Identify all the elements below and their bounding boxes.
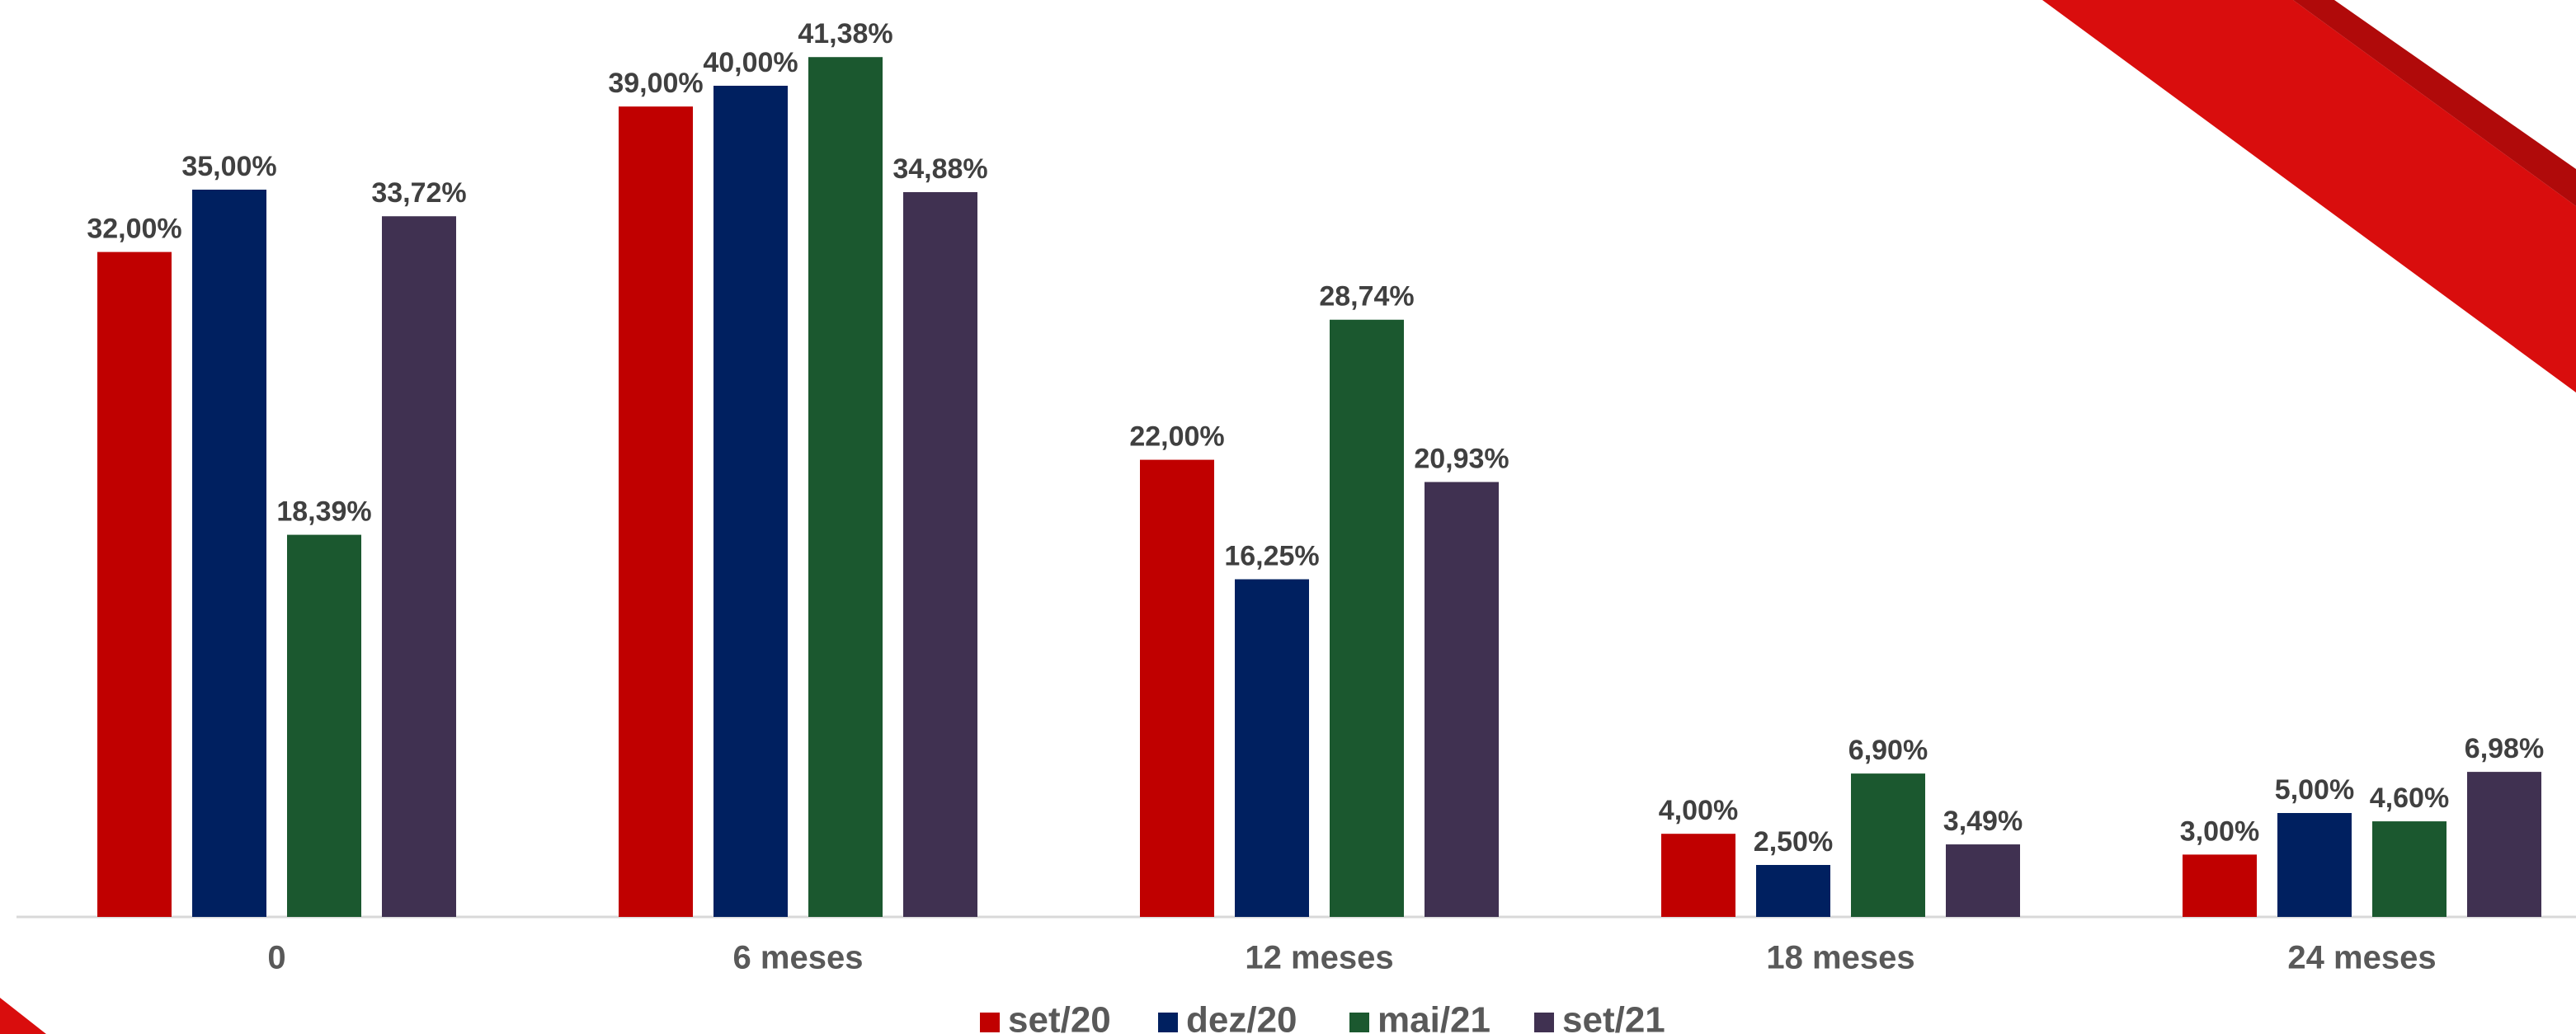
bar xyxy=(1235,579,1309,917)
value-label: 22,00% xyxy=(1129,421,1224,453)
legend-label: dez/20 xyxy=(1186,1000,1297,1034)
legend-label: set/21 xyxy=(1562,1000,1665,1034)
x-tick-label: 6 meses xyxy=(733,940,864,976)
value-label: 33,72% xyxy=(371,177,466,209)
bar xyxy=(1756,865,1830,917)
value-label: 2,50% xyxy=(1754,826,1833,858)
bar xyxy=(287,534,361,917)
bar xyxy=(2183,854,2257,917)
value-label: 3,00% xyxy=(2180,815,2259,847)
decor-ribbon-edge xyxy=(2293,0,2576,206)
x-tick-label: 24 meses xyxy=(2287,940,2436,976)
legend-label: set/20 xyxy=(1008,1000,1111,1034)
bar xyxy=(192,190,266,917)
bar xyxy=(1425,482,1499,917)
value-label: 18,39% xyxy=(276,496,371,528)
value-label: 4,60% xyxy=(2370,783,2449,814)
value-label: 6,98% xyxy=(2465,733,2544,764)
bar xyxy=(2277,813,2352,917)
bar xyxy=(1140,459,1214,917)
bar xyxy=(1661,834,1735,917)
decor-ribbon xyxy=(2042,0,2576,392)
bar xyxy=(1851,773,1925,917)
bar xyxy=(382,216,456,918)
value-label: 5,00% xyxy=(2275,774,2354,806)
legend-swatch xyxy=(1158,1013,1178,1032)
decor-corner xyxy=(0,998,46,1034)
value-label: 35,00% xyxy=(181,151,276,182)
value-label: 28,74% xyxy=(1319,281,1414,313)
legend-swatch xyxy=(1534,1013,1554,1032)
bar xyxy=(619,106,693,917)
bar xyxy=(2467,772,2541,917)
bar xyxy=(1330,319,1404,917)
x-tick-label: 12 meses xyxy=(1245,940,1393,976)
value-label: 6,90% xyxy=(1848,735,1928,766)
x-tick-label: 0 xyxy=(267,940,285,976)
bar xyxy=(97,251,172,918)
value-label: 4,00% xyxy=(1659,795,1738,826)
legend-label: mai/21 xyxy=(1377,1000,1491,1034)
value-label: 32,00% xyxy=(87,214,181,245)
value-label: 41,38% xyxy=(798,18,892,49)
value-label: 40,00% xyxy=(703,47,798,78)
bar xyxy=(808,57,883,917)
bar xyxy=(713,86,788,917)
value-label: 20,93% xyxy=(1414,444,1509,475)
legend-swatch xyxy=(980,1013,1000,1032)
value-label: 3,49% xyxy=(1943,806,2023,837)
bar xyxy=(903,192,977,918)
bar xyxy=(2372,821,2446,917)
value-label: 34,88% xyxy=(892,153,987,185)
value-label: 39,00% xyxy=(608,68,703,99)
bar xyxy=(1946,844,2020,917)
value-label: 16,25% xyxy=(1224,540,1319,571)
legend-swatch xyxy=(1349,1013,1369,1032)
x-tick-label: 18 meses xyxy=(1766,940,1914,976)
